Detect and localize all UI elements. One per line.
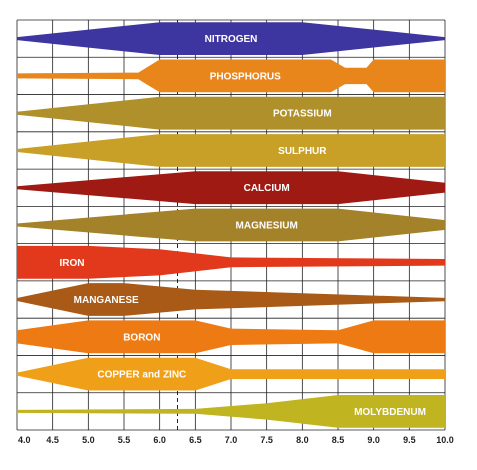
band-label-nitrogen: NITROGEN	[205, 34, 258, 45]
band-labels: NITROGEN PHOSPHORUS POTASSIUM SULPHUR CALCIU…	[60, 34, 426, 418]
band-label-potassium: POTASSIUM	[273, 109, 332, 120]
x-tick-label: 7.5	[260, 435, 273, 445]
x-tick-label: 10.0	[436, 435, 454, 445]
band-label-calcium: CALCIUM	[244, 183, 290, 194]
band-manganese	[17, 283, 445, 316]
band-potassium	[17, 96, 445, 130]
x-tick-label: 9.0	[367, 435, 380, 445]
x-tick-label: 8.5	[332, 435, 345, 445]
x-tick-label: 4.0	[18, 435, 31, 445]
x-tick-label: 9.5	[403, 435, 416, 445]
band-iron	[17, 245, 445, 279]
band-boron	[17, 320, 445, 354]
band-magnesium	[17, 208, 445, 242]
x-tick-label: 5.5	[118, 435, 131, 445]
band-label-phosphorus: PHOSPHORUS	[210, 71, 281, 82]
band-calcium	[17, 171, 445, 205]
x-tick-label: 4.5	[46, 435, 59, 445]
x-tick-label: 8.0	[296, 435, 309, 445]
band-label-copper-and-zinc: COPPER and ZINC	[97, 370, 186, 381]
x-tick-label: 6.5	[189, 435, 202, 445]
band-sulphur	[17, 134, 445, 167]
band-molybdenum	[17, 395, 445, 428]
x-tick-label: 7.0	[225, 435, 238, 445]
band-label-boron: BORON	[123, 332, 160, 343]
band-label-iron: IRON	[60, 258, 85, 269]
nutrient-bands	[17, 22, 445, 428]
band-label-manganese: MANGANESE	[74, 295, 139, 306]
band-copper-and-zinc	[17, 357, 445, 391]
band-nitrogen	[17, 22, 445, 55]
band-label-magnesium: MAGNESIUM	[236, 221, 298, 232]
band-phosphorus	[17, 59, 445, 93]
x-tick-label: 5.0	[82, 435, 95, 445]
x-tick-label: 6.0	[153, 435, 166, 445]
x-tick-labels: 4.0 4.5 5.0 5.5 6.0 6.5 7.0 7.5 8.0 8.5 9.0 9.5 10.0	[18, 435, 454, 445]
band-label-molybdenum: MOLYBDENUM	[354, 407, 426, 418]
band-label-sulphur: SULPHUR	[278, 146, 327, 157]
